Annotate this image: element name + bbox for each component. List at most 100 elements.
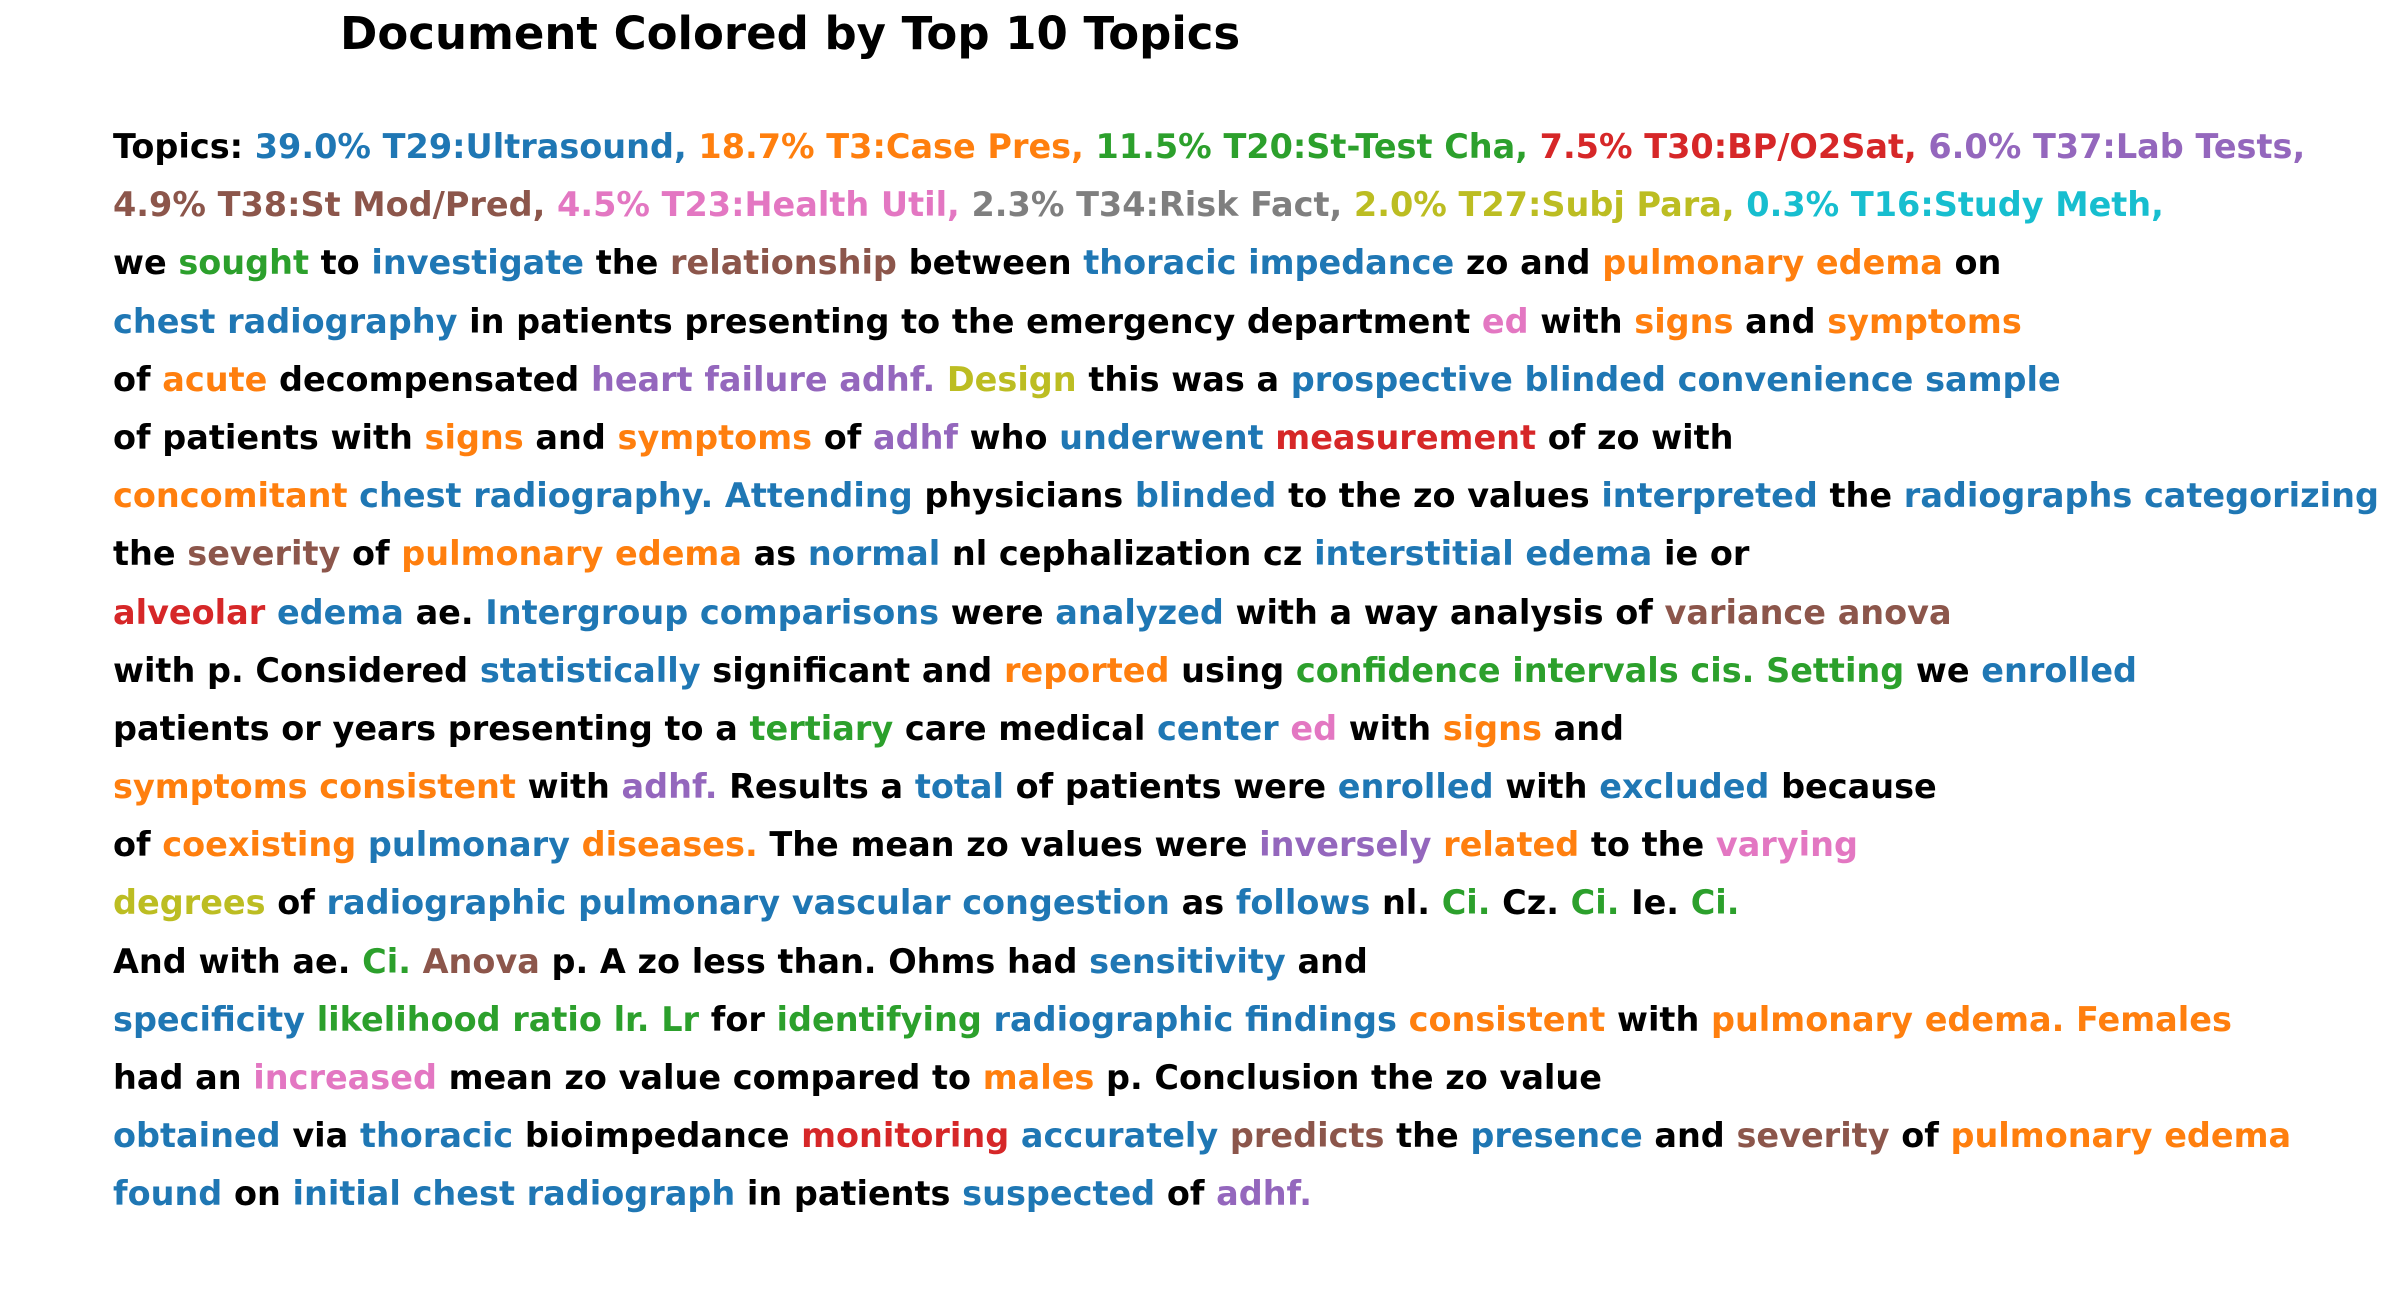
topic-word-t29: initial bbox=[292, 1174, 401, 1214]
plain-word: presenting bbox=[684, 301, 890, 341]
topic-word-t38: Mod/Pred, bbox=[352, 185, 546, 225]
topic-word-t30: 7.5% bbox=[1539, 127, 1633, 166]
plain-word: value bbox=[618, 1058, 722, 1097]
plain-word: with bbox=[1651, 417, 1734, 457]
topic-word-t3: edema. bbox=[1924, 999, 2065, 1039]
plain-word: of bbox=[113, 417, 151, 457]
plain-word: patients bbox=[162, 417, 319, 457]
plain-word: the bbox=[595, 243, 659, 283]
topic-word-t29: enrolled bbox=[1337, 767, 1494, 807]
topic-word-t3: pulmonary bbox=[1950, 1116, 2153, 1156]
plain-word: care bbox=[904, 708, 987, 748]
plain-word: of bbox=[277, 883, 315, 923]
topic-word-t29: chest bbox=[113, 301, 216, 341]
topic-word-t20: T20:St-Test bbox=[1223, 127, 1433, 166]
plain-word: A bbox=[599, 941, 626, 981]
plain-word: Cz. bbox=[1502, 883, 1559, 923]
plain-word: or bbox=[1709, 534, 1750, 574]
topic-word-t3: T3:Case bbox=[826, 127, 976, 166]
plain-word: ie bbox=[1663, 534, 1699, 574]
figure-title: Document Colored by Top 10 Topics bbox=[340, 7, 1241, 60]
plain-word: in bbox=[746, 1174, 783, 1214]
topic-word-t29: pulmonary bbox=[578, 883, 781, 923]
plain-word: nl. bbox=[1381, 883, 1431, 923]
plain-word: the bbox=[951, 301, 1015, 341]
topic-word-t29: convenience bbox=[1677, 359, 1914, 399]
plain-word: a bbox=[1329, 592, 1353, 632]
topic-word-t3: symptoms bbox=[1827, 301, 2022, 341]
plain-word: via bbox=[292, 1116, 349, 1156]
topic-word-t29: chest bbox=[412, 1174, 515, 1214]
topic-word-t29: normal bbox=[807, 534, 941, 574]
topic-word-t3: 18.7% bbox=[698, 127, 815, 166]
plain-word: on bbox=[233, 1174, 281, 1214]
topic-word-t29: T29:Ultrasound, bbox=[382, 127, 687, 166]
topic-word-t37: heart bbox=[590, 359, 693, 399]
topic-word-t29: enrolled bbox=[1981, 650, 2138, 690]
topic-word-t20: ratio bbox=[512, 999, 602, 1039]
topic-word-t3: pulmonary bbox=[1710, 999, 1914, 1039]
topic-word-t27: T27:Subj bbox=[1458, 185, 1625, 225]
plain-word: as bbox=[753, 534, 797, 574]
topic-word-t30: monitoring bbox=[801, 1116, 1010, 1156]
topic-word-t34: Fact, bbox=[1250, 185, 1343, 225]
topic-word-t20: 11.5% bbox=[1095, 127, 1212, 166]
plain-word: using bbox=[1181, 650, 1285, 690]
plain-word: of bbox=[352, 534, 390, 574]
topic-word-t3: males bbox=[982, 1058, 1095, 1097]
plain-word: an bbox=[195, 1058, 242, 1097]
topic-word-t29: interpreted bbox=[1601, 476, 1818, 516]
topic-word-t37: adhf bbox=[872, 417, 958, 457]
topic-word-t3: reported bbox=[1003, 650, 1170, 690]
topic-word-t29: comparisons bbox=[699, 592, 940, 632]
topic-word-t20: intervals bbox=[1512, 650, 1679, 690]
plain-word: was bbox=[1171, 359, 1245, 399]
plain-word: had bbox=[1007, 941, 1078, 981]
topic-word-t37: adhf. bbox=[621, 767, 718, 807]
plain-word: values bbox=[1020, 825, 1143, 865]
topic-word-t38: Anova bbox=[422, 941, 540, 981]
plain-word: to bbox=[320, 243, 360, 283]
topic-word-t29: accurately bbox=[1020, 1116, 1219, 1156]
plain-word: department bbox=[1246, 301, 1471, 341]
plain-word: patients bbox=[793, 1174, 951, 1214]
plain-word: zo bbox=[1413, 476, 1456, 516]
topic-word-t23: 4.5% bbox=[557, 185, 650, 225]
topic-word-t29: underwent bbox=[1059, 417, 1264, 457]
plain-word: presenting bbox=[447, 708, 653, 748]
plain-word: with bbox=[198, 941, 281, 981]
plain-word: p. bbox=[206, 650, 244, 690]
document-text-line: alveolar edema ae. Intergroup comparison… bbox=[113, 584, 2388, 642]
topic-word-t16: 0.3% bbox=[1746, 185, 1840, 225]
plain-word: zo bbox=[966, 825, 1009, 865]
topic-word-t3: coexisting bbox=[162, 825, 357, 865]
plain-word: Considered bbox=[255, 650, 469, 690]
topic-word-t29: 39.0% bbox=[254, 127, 371, 166]
plain-word: we bbox=[113, 243, 167, 283]
topic-word-t16: T16:Study bbox=[1850, 185, 2044, 225]
topic-word-t29: pulmonary bbox=[367, 825, 570, 865]
plain-word: of bbox=[1547, 417, 1586, 457]
plain-word: less bbox=[691, 941, 766, 981]
plain-word: zo bbox=[1596, 417, 1640, 457]
plain-word: Conclusion bbox=[1154, 1058, 1360, 1097]
plain-word: The bbox=[769, 825, 839, 865]
topic-word-t29: blinded bbox=[1134, 476, 1277, 516]
topic-word-t29: Attending bbox=[724, 476, 913, 516]
plain-word: the bbox=[1641, 825, 1705, 865]
plain-word: to bbox=[901, 301, 941, 341]
plain-word: the bbox=[1396, 1116, 1459, 1156]
plain-word: to bbox=[1590, 825, 1630, 865]
plain-word: this bbox=[1088, 359, 1160, 399]
topic-word-t29: obtained bbox=[113, 1116, 281, 1156]
plain-word: and bbox=[535, 417, 606, 457]
plain-word: had bbox=[113, 1058, 184, 1097]
topic-word-t29: categorizing bbox=[2143, 476, 2379, 516]
plain-word: on bbox=[1954, 243, 2002, 283]
topic-word-t20: Setting bbox=[1766, 650, 1905, 690]
topic-word-t29: center bbox=[1157, 708, 1279, 748]
plain-word: mean bbox=[448, 1058, 553, 1097]
plain-word: and bbox=[1654, 1116, 1725, 1156]
topic-word-t20: cis. bbox=[1690, 650, 1755, 690]
plain-word: a bbox=[880, 767, 904, 807]
